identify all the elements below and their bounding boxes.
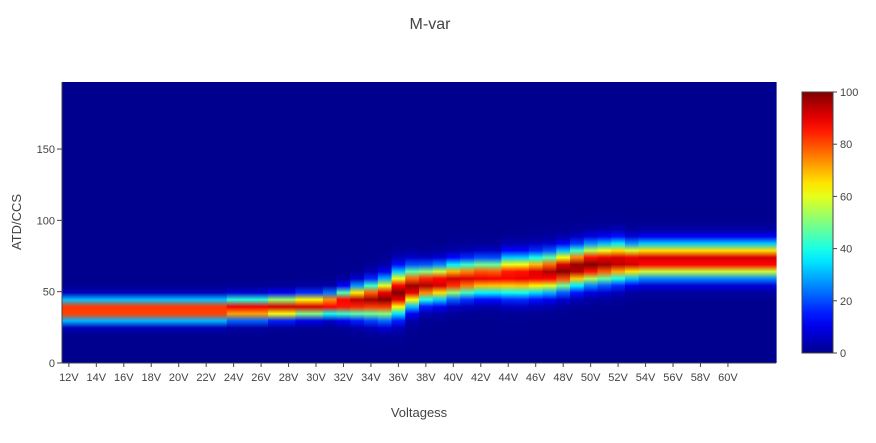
x-tick-label: 14V [87, 372, 107, 384]
heatmap-column [158, 82, 172, 363]
colorbar-tick-label: 40 [840, 244, 852, 256]
x-tick-label: 56V [663, 372, 683, 384]
x-tick-label: 48V [553, 372, 573, 384]
y-axis: 0 50 100 150 [37, 82, 62, 370]
heatmap-column [474, 82, 488, 363]
x-tick-label: 12V [59, 372, 79, 384]
heatmap-column [405, 82, 419, 363]
heatmap-column [76, 82, 90, 363]
x-tick-label: 50V [581, 372, 601, 384]
colorbar-tick-label: 0 [840, 348, 846, 360]
colorbar-tick-label: 80 [840, 139, 852, 151]
colorbar-gradient [802, 92, 833, 353]
heatmap-column [529, 82, 543, 363]
x-tick-label: 46V [526, 372, 546, 384]
heatmap-column [254, 82, 268, 363]
x-tick-label: 58V [691, 372, 711, 384]
x-tick-label: 18V [141, 372, 161, 384]
x-axis: 12V 14V 16V 18V 20V 22V 24V 26V 28V 30V 32V 34V 36V 3… [59, 363, 776, 384]
x-tick-label: 54V [636, 372, 656, 384]
heatmap-column [488, 82, 502, 363]
x-tick-label: 28V [279, 372, 299, 384]
chart-title: M-var [410, 16, 452, 33]
heatmap-column [144, 82, 158, 363]
heatmap-column [433, 82, 447, 363]
heatmap-column [598, 82, 612, 363]
heatmap-column [378, 82, 392, 363]
heatmap-column [364, 82, 378, 363]
x-tick-label: 40V [444, 372, 464, 384]
heatmap-column [639, 82, 653, 363]
colorbar-tick-label: 20 [840, 296, 852, 308]
heatmap-column [337, 82, 351, 363]
heatmap-column [227, 82, 241, 363]
heatmap-column [570, 82, 584, 363]
heatmap-column [172, 82, 186, 363]
x-tick-label: 38V [416, 372, 436, 384]
x-tick-label: 26V [251, 372, 271, 384]
x-tick-label: 34V [361, 372, 381, 384]
heatmap-column [460, 82, 474, 363]
y-tick-label: 50 [43, 287, 55, 299]
heatmap-column [749, 82, 763, 363]
heatmap-column [241, 82, 255, 363]
heatmap-column [282, 82, 296, 363]
heatmap-column [556, 82, 570, 363]
heatmap-column [199, 82, 213, 363]
x-tick-label: 20V [169, 372, 189, 384]
x-tick-label: 32V [334, 372, 354, 384]
heatmap-column [762, 82, 776, 363]
x-tick-label: 42V [471, 372, 491, 384]
heatmap-column [131, 82, 145, 363]
y-axis-title: ATD/CCS [9, 194, 24, 250]
colorbar-tick-label: 60 [840, 191, 852, 203]
heatmap-column [543, 82, 557, 363]
heatmap-column [584, 82, 598, 363]
x-tick-label: 30V [306, 372, 326, 384]
heatmap-column [501, 82, 515, 363]
heatmap-column [666, 82, 680, 363]
x-tick-label: 16V [114, 372, 134, 384]
heatmap-column [268, 82, 282, 363]
heatmap-column [295, 82, 309, 363]
heatmap-column [419, 82, 433, 363]
y-tick-label: 0 [49, 358, 55, 370]
heatmap-column [213, 82, 227, 363]
x-tick-label: 24V [224, 372, 244, 384]
heatmap-column [694, 82, 708, 363]
x-tick-label: 22V [196, 372, 216, 384]
heatmap-column [392, 82, 406, 363]
x-tick-label: 44V [498, 372, 518, 384]
heatmap-column [89, 82, 103, 363]
y-tick-label: 150 [37, 144, 55, 156]
plot-area[interactable] [62, 82, 777, 363]
heatmap-column [186, 82, 200, 363]
heatmap-column [625, 82, 639, 363]
heatmap-column [735, 82, 749, 363]
x-axis-title: Voltagess [391, 405, 448, 420]
heatmap-column [323, 82, 337, 363]
heatmap-column [721, 82, 735, 363]
heatmap-column [117, 82, 131, 363]
heatmap-column [707, 82, 721, 363]
heatmap-column [515, 82, 529, 363]
colorbar-tick-label: 100 [840, 87, 858, 99]
x-tick-label: 36V [389, 372, 409, 384]
x-tick-label: 52V [608, 372, 628, 384]
heatmap-column [103, 82, 117, 363]
y-tick-label: 100 [37, 215, 55, 227]
heatmap-column [611, 82, 625, 363]
colorbar: 0 20 40 60 80 100 [802, 87, 858, 360]
heatmap-column [62, 82, 76, 363]
heatmap-column [446, 82, 460, 363]
x-tick-label: 60V [718, 372, 738, 384]
heatmap-column [652, 82, 666, 363]
heatmap-column [350, 82, 364, 363]
heatmap-column [309, 82, 323, 363]
heatmap-column [680, 82, 694, 363]
